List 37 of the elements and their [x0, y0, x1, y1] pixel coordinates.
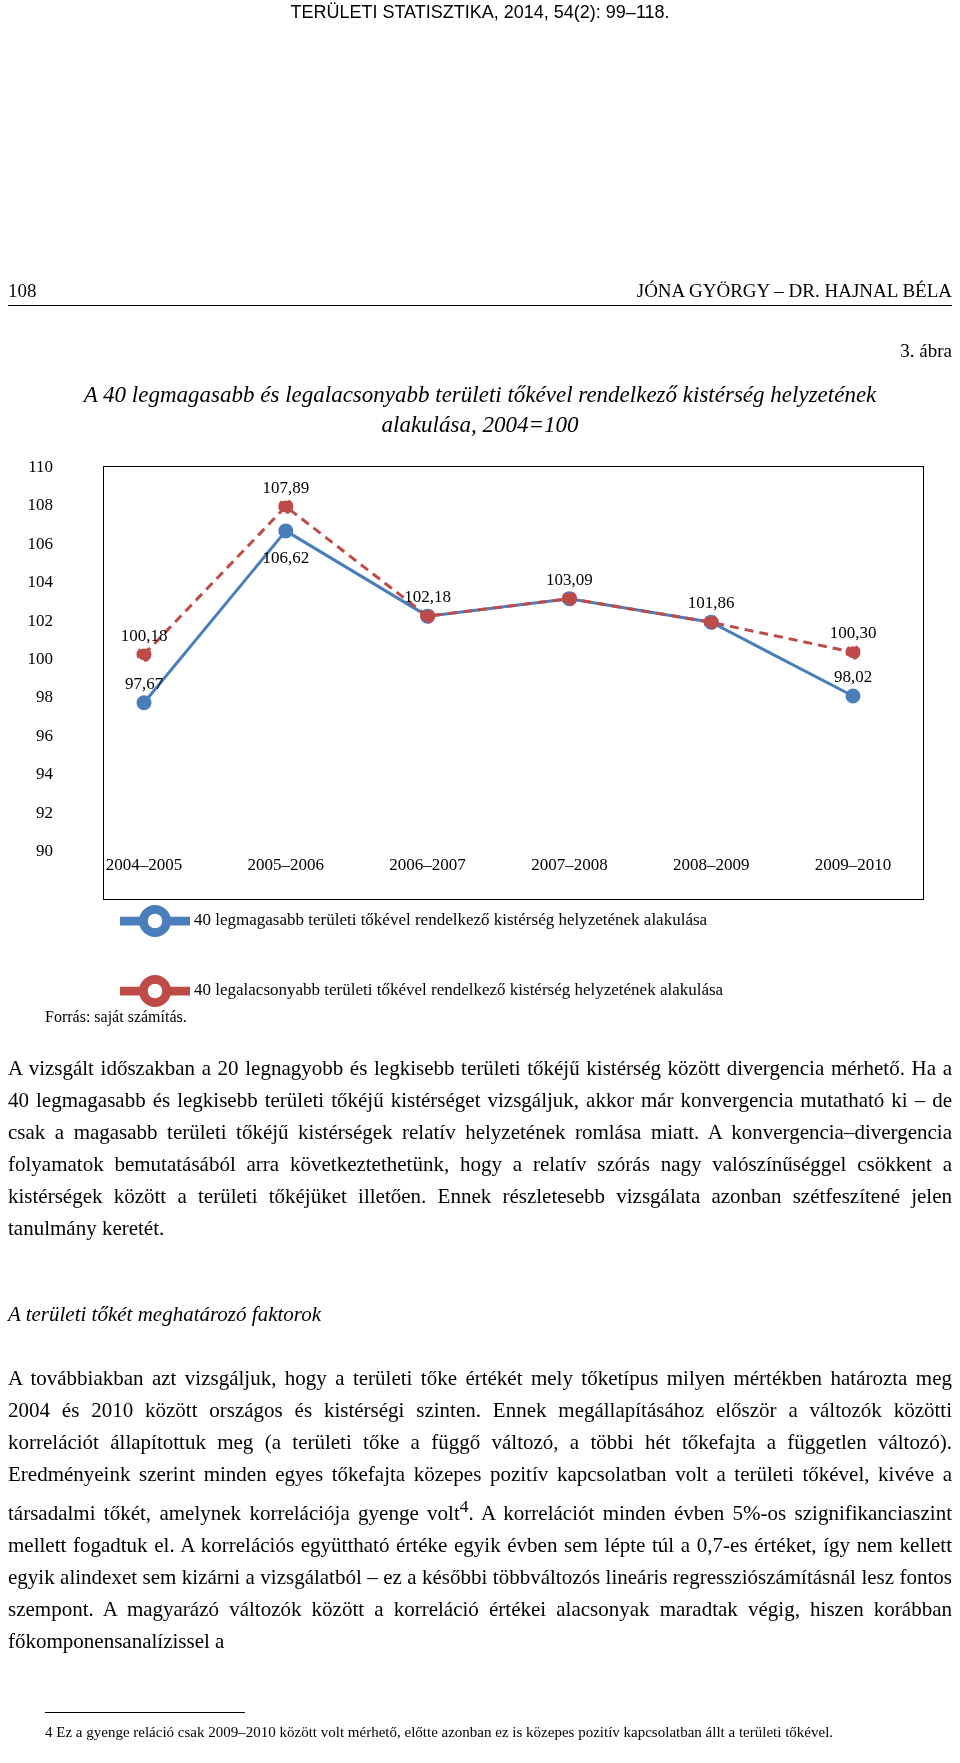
text: 3. ábra [900, 340, 952, 362]
text: JÓNA GYÖRGY – DR. HAJNAL BÉLA [636, 280, 952, 302]
data-label: 106,62 [262, 547, 310, 567]
x-tick-label: 2007–2008 [531, 855, 608, 875]
text: 4 Ez a gyenge reláció csak 2009–2010 között volt mérhető, előtte azonban ez is közepes pozitív kapcsolatban állt a területi tőkével. [45, 1723, 835, 1742]
y-tick-label: 96 [36, 725, 53, 745]
y-tick-label: 106 [27, 533, 53, 553]
y-tick-label: 98 [36, 687, 53, 707]
data-label: 102,18 [404, 587, 451, 607]
legend-label: 40 legmagasabb területi tőkével rendelkező kistérség helyzetének alakulása [194, 909, 708, 929]
data-label: 100,18 [120, 625, 168, 645]
y-tick-label: 92 [36, 802, 53, 822]
text: 108 [8, 280, 37, 302]
y-tick-label: 102 [27, 610, 53, 630]
x-tick-label: 2004–2005 [105, 855, 183, 875]
text: Forrás: saját számítás. [45, 1008, 187, 1026]
y-tick-label: 94 [36, 764, 54, 784]
text: A továbbiakban azt vizsgáljuk, hogy a területi tőke értékét mely tőketípus milyen mértékben határozta meg 2004 és 2010 között országos és kistérségi szinten. Ennek megállapításához először a változók közötti korrelációt állapítottuk meg (a területi tőke a függő változó, a többi hét tőkefajta a független változó). Eredményeink szerint minden egyes tőkefajta közepes pozitív kapcsolatban volt a területi tőkével, kivéve a társadalmi tőkét, amelynek korrelációja gyenge volt$^{4}$. A korrelációt minden évben 5%-os szignifikanciaszint mellett fogadtuk el. A korrelációs együttható értéke egyik évben sem lépte túl a 0,7-es értéket, így nem kellett egyik alindexet sem kizárni a vizsgálatból – ez a későbbi többváltozós lineáris regressziószámításnál lesz fontos szempont. A magyarázó változók között a korreláció értékei alacsonyak maradtak végig, hiszen korábban főkomponensanalízissel a [8, 1366, 953, 1653]
legend-label: 40 legalacsonyabb területi tőkével rendelkező kistérség helyzetének alakulása [194, 979, 724, 999]
data-label: 101,86 [687, 593, 735, 613]
data-label: 98,02 [833, 667, 873, 687]
y-tick-label: 110 [28, 457, 53, 477]
text: TERÜLETI STATISZTIKA, 2014, 54(2): 99–118. [289, 2, 671, 23]
text: A vizsgált időszakban a 20 legnagyobb és legkisebb területi tőkéjű kistérség között divergencia mérhető. Ha a 40 legmagasabb és legkisebb területi tőkéjű kistérséget vizsgáljuk, akkor már konvergencia mutatható ki – de csak a magasabb területi tőkéjű kistérségek relatív helyzetének romlása miatt. A konvergencia–divergencia folyamatok bemutatásából arra következtethetünk, hogy a relatív szórás nagy valószínűséggel csökkent a kistérségek között a területi tőkéjüket illetően. Ennek részletesebb vizsgálata azonban szétfeszítené jelen tanulmány keretét. [8, 1055, 952, 1242]
text: A területi tőkét meghatározó faktorok [8, 1302, 322, 1327]
x-tick-label: 2008–2009 [672, 855, 750, 875]
x-tick-label: 2009–2010 [814, 855, 892, 875]
chart-title: A 40 legmagasabb és legalacsonyabb területi tőkével rendelkező kistérség helyzetének alakulása, 2004=100 [81, 381, 878, 439]
data-label: 100,30 [829, 623, 877, 643]
y-tick-label: 100 [27, 649, 53, 669]
data-label: 107,89 [262, 477, 310, 497]
y-tick-label: 104 [27, 572, 54, 592]
data-label: 103,09 [546, 569, 593, 589]
x-tick-label: 2006–2007 [389, 855, 467, 875]
x-tick-label: 2005–2006 [247, 855, 325, 875]
y-tick-label: 90 [36, 841, 53, 861]
y-tick-label: 108 [27, 495, 53, 515]
